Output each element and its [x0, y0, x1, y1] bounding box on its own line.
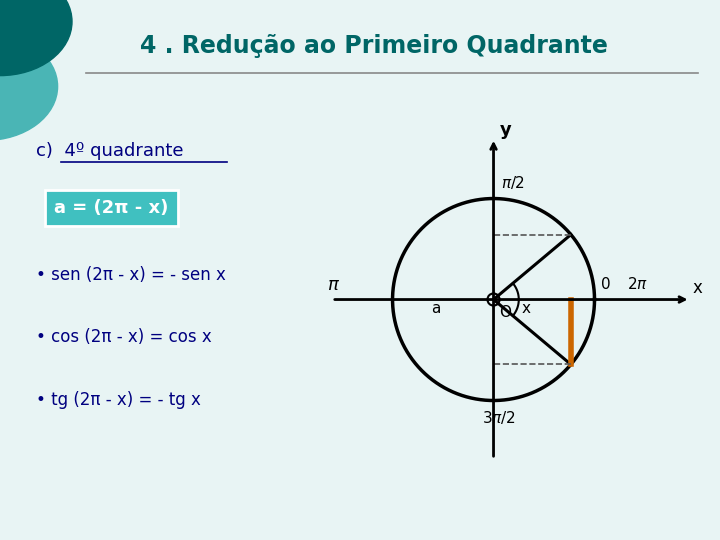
- Text: $3\pi/2$: $3\pi/2$: [482, 409, 516, 426]
- Text: a = (2π - x): a = (2π - x): [55, 199, 168, 217]
- Text: c)  4º quadrante: c) 4º quadrante: [36, 142, 184, 160]
- Text: O: O: [500, 305, 512, 320]
- Text: 4 . Redução ao Primeiro Quadrante: 4 . Redução ao Primeiro Quadrante: [140, 34, 608, 58]
- Text: • tg (2π - x) = - tg x: • tg (2π - x) = - tg x: [36, 390, 201, 409]
- Text: y: y: [500, 121, 511, 139]
- Circle shape: [0, 32, 58, 140]
- Text: a: a: [431, 301, 441, 316]
- Text: • sen (2π - x) = - sen x: • sen (2π - x) = - sen x: [36, 266, 226, 285]
- Text: x: x: [693, 280, 702, 298]
- Text: 0: 0: [600, 278, 610, 293]
- Text: x: x: [522, 301, 531, 316]
- Text: $\pi$: $\pi$: [328, 276, 341, 294]
- Text: $2\pi$: $2\pi$: [627, 276, 648, 293]
- Circle shape: [0, 0, 72, 76]
- Text: $\pi/2$: $\pi/2$: [500, 174, 525, 192]
- Text: • cos (2π - x) = cos x: • cos (2π - x) = cos x: [36, 328, 212, 347]
